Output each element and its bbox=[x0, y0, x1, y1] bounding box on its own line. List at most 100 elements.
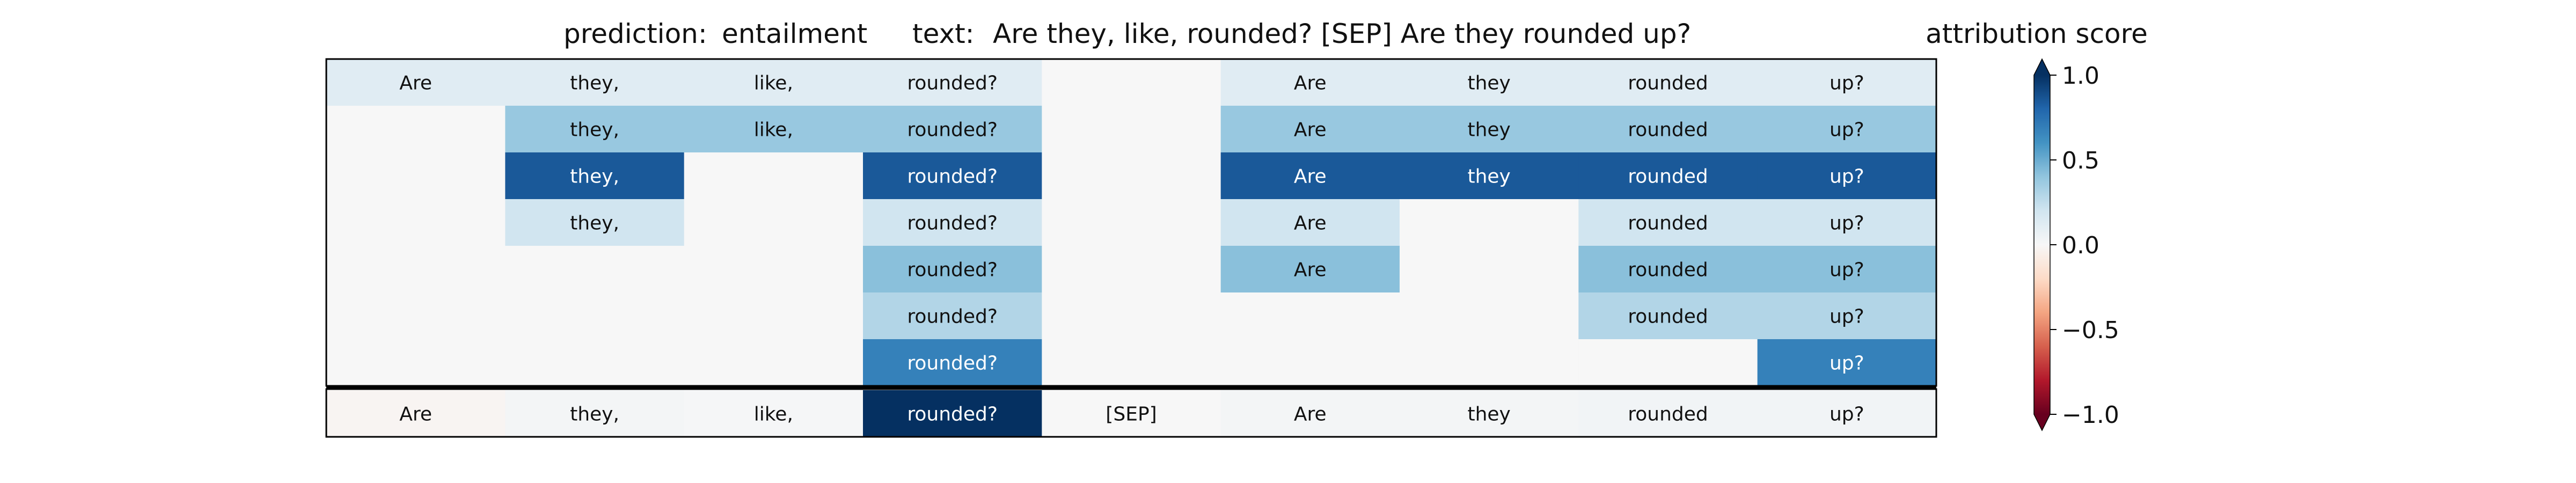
heatmap-cell bbox=[684, 339, 863, 386]
heatmap-cell bbox=[1400, 199, 1579, 246]
heatmap-cell bbox=[684, 199, 863, 246]
heatmap-cell bbox=[326, 390, 506, 437]
heatmap-cell bbox=[1220, 246, 1400, 292]
cell-token-label: they, bbox=[570, 213, 619, 235]
cell-token-label: rounded? bbox=[907, 353, 998, 375]
heatmap-row: they, like, rounded? Are they rounded up? bbox=[326, 106, 1937, 152]
heatmap-cell bbox=[1220, 106, 1400, 152]
cell-token-label: Are bbox=[1294, 213, 1327, 235]
heatmap-cell bbox=[863, 292, 1042, 339]
colorbar-extend-max bbox=[2034, 59, 2050, 75]
heatmap-row: rounded? rounded up? bbox=[326, 292, 1937, 339]
heatmap-row: they, rounded? Are rounded up? bbox=[326, 199, 1937, 246]
cell-token-label: up? bbox=[1829, 166, 1864, 188]
heatmap-cell bbox=[1042, 199, 1221, 246]
heatmap-cell bbox=[684, 59, 863, 106]
heatmap-cell bbox=[326, 59, 506, 106]
cell-token-label: rounded? bbox=[907, 306, 998, 328]
heatmap-cell bbox=[863, 390, 1042, 437]
cell-token-label: up? bbox=[1829, 72, 1864, 94]
cell-token-label: they bbox=[1467, 72, 1510, 94]
heatmap-row: rounded? Are rounded up? bbox=[326, 246, 1937, 292]
heatmap-cell bbox=[1042, 390, 1221, 437]
heatmap-cell bbox=[505, 339, 685, 386]
heatmap-cell bbox=[863, 59, 1042, 106]
cell-token-label: rounded? bbox=[907, 72, 998, 94]
figure-title: prediction: entailment text: Are they, l… bbox=[564, 18, 1691, 49]
heatmap-cell bbox=[505, 292, 685, 339]
cell-token-label: Are bbox=[1294, 166, 1327, 188]
heatmap-cell bbox=[326, 246, 506, 292]
heatmap-cell bbox=[1757, 292, 1937, 339]
heatmap-cell bbox=[505, 152, 685, 199]
heatmap-cell bbox=[1220, 199, 1400, 246]
heatmap-cell bbox=[1042, 152, 1221, 199]
colorbar-gradient bbox=[2034, 75, 2050, 414]
heatmap-cell bbox=[505, 390, 685, 437]
heatmap-cell bbox=[1400, 292, 1579, 339]
heatmap-cell bbox=[326, 292, 506, 339]
heatmap-cell bbox=[326, 339, 506, 386]
heatmap-cell bbox=[684, 390, 863, 437]
cell-token-label: rounded? bbox=[907, 213, 998, 235]
heatmap-cell bbox=[1578, 106, 1758, 152]
heatmap-cell bbox=[1578, 59, 1758, 106]
colorbar: 1.0 0.5 0.0 −0.5 −1.0 bbox=[2033, 58, 2119, 431]
heatmap-cell bbox=[1578, 246, 1758, 292]
heatmap-cell bbox=[1400, 59, 1579, 106]
cell-token-label: they bbox=[1467, 166, 1510, 188]
cell-token-label: Are bbox=[1294, 404, 1327, 426]
cell-token-label: rounded bbox=[1628, 72, 1708, 94]
prediction-label: prediction: bbox=[564, 18, 707, 49]
cell-token-label: Are bbox=[399, 72, 432, 94]
colorbar-title: attribution score bbox=[1926, 18, 2148, 49]
cell-token-label: they, bbox=[570, 119, 619, 141]
heatmap-cell bbox=[684, 152, 863, 199]
heatmap-cell bbox=[1042, 292, 1221, 339]
heatmap-cell bbox=[326, 152, 506, 199]
heatmap-cell bbox=[863, 246, 1042, 292]
cell-token-label: rounded bbox=[1628, 404, 1708, 426]
colorbar-tick-label: 1.0 bbox=[2062, 62, 2099, 90]
heatmap-row: rounded? up? bbox=[326, 339, 1937, 386]
cell-token-label: they bbox=[1467, 119, 1510, 141]
heatmap-cell bbox=[1400, 390, 1579, 437]
heatmap-cell bbox=[326, 106, 506, 152]
heatmap-cell bbox=[505, 59, 685, 106]
prediction-value: entailment bbox=[722, 18, 867, 49]
cell-token-label: like, bbox=[754, 404, 793, 426]
cell-token-label: up? bbox=[1829, 353, 1864, 375]
attribution-heatmap: Are they, like, rounded? Are they rounded up? th… bbox=[325, 58, 1937, 438]
heatmap-cell bbox=[1578, 199, 1758, 246]
cell-token-label: up? bbox=[1829, 259, 1864, 281]
heatmap-cell bbox=[1042, 246, 1221, 292]
cell-token-label: up? bbox=[1829, 306, 1864, 328]
colorbar-extend-min bbox=[2034, 414, 2050, 430]
cell-token-label: rounded? bbox=[907, 259, 998, 281]
cell-token-label: like, bbox=[754, 72, 793, 94]
cell-token-label: they, bbox=[570, 72, 619, 94]
cell-token-label: Are bbox=[399, 404, 432, 426]
heatmap-cell bbox=[863, 339, 1042, 386]
heatmap-cell bbox=[1220, 59, 1400, 106]
heatmap-cell bbox=[1042, 59, 1221, 106]
cell-token-label: rounded bbox=[1628, 166, 1708, 188]
text-value: Are they, like, rounded? [SEP] Are they … bbox=[993, 18, 1691, 49]
cell-token-label: rounded bbox=[1628, 306, 1708, 328]
cell-token-label: rounded bbox=[1628, 259, 1708, 281]
heatmap-cell bbox=[1757, 390, 1937, 437]
cell-token-label: like, bbox=[754, 119, 793, 141]
heatmap-cell bbox=[505, 246, 685, 292]
heatmap-cell bbox=[1400, 339, 1579, 386]
heatmap-cell bbox=[1042, 339, 1221, 386]
cell-token-label: rounded bbox=[1628, 213, 1708, 235]
cell-token-label: they, bbox=[570, 404, 619, 426]
cell-token-label: rounded? bbox=[907, 166, 998, 188]
heatmap-cell bbox=[1757, 106, 1937, 152]
heatmap-cell bbox=[1400, 106, 1579, 152]
heatmap-cell bbox=[1578, 390, 1758, 437]
heatmap-cell bbox=[326, 199, 506, 246]
cell-token-label: they bbox=[1467, 404, 1510, 426]
heatmap-cell bbox=[1757, 339, 1937, 386]
